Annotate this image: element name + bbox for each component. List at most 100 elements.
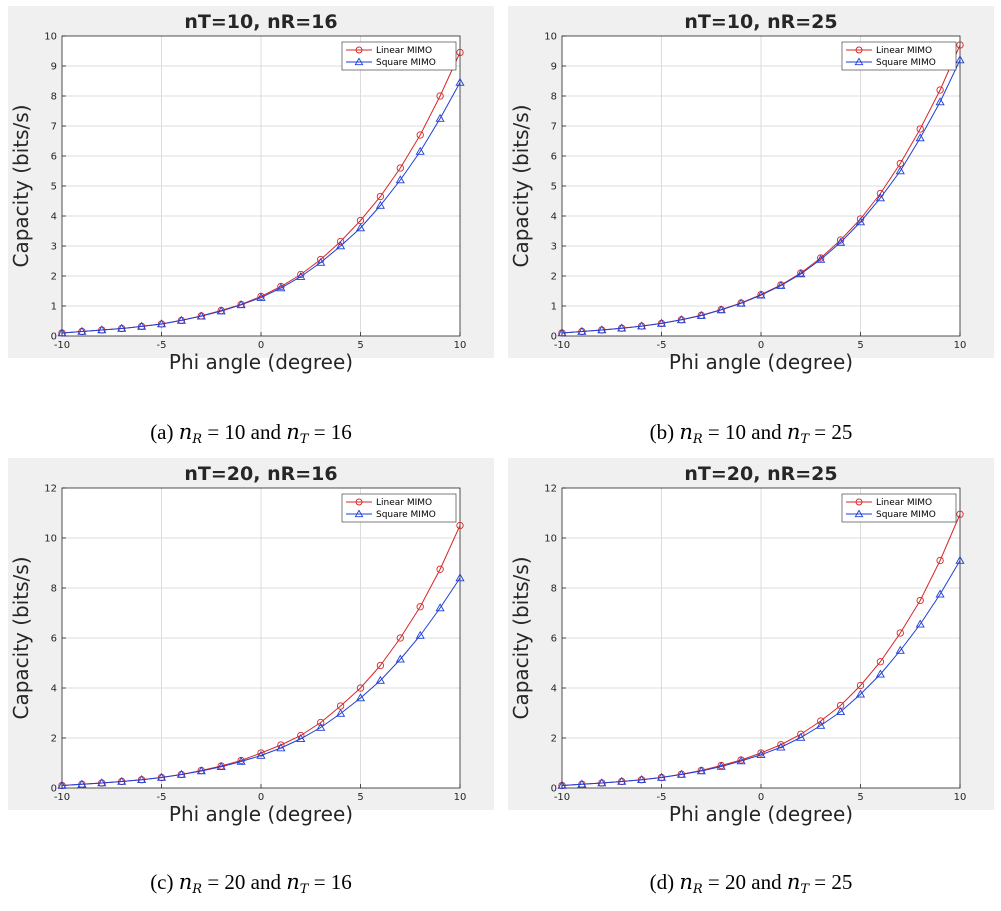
caption-var: n bbox=[286, 870, 300, 894]
data-point bbox=[137, 775, 147, 784]
caption-sub: R bbox=[192, 432, 203, 447]
x-tick-label: 5 bbox=[357, 792, 363, 803]
caption-conj: and bbox=[751, 420, 782, 444]
legend-label: Linear MIMO bbox=[376, 46, 432, 56]
x-tick-label: -5 bbox=[657, 340, 667, 351]
data-point bbox=[936, 86, 944, 94]
chart-panel-d: -10 -5 0 5 10 0 2 4 6 8 10 12 nT=20, nR=25 Phi angle … bbox=[508, 458, 994, 826]
y-tick-label: 3 bbox=[51, 242, 57, 253]
data-point bbox=[955, 55, 965, 64]
data-point bbox=[935, 97, 945, 106]
y-tick-label: 9 bbox=[51, 62, 57, 73]
data-point bbox=[836, 237, 846, 246]
x-tick-label: -10 bbox=[54, 792, 70, 803]
series-line bbox=[561, 560, 961, 786]
data-point bbox=[236, 756, 246, 765]
x-axis-label: Phi angle (degree) bbox=[169, 802, 353, 826]
data-point bbox=[577, 326, 587, 335]
data-point bbox=[777, 741, 785, 749]
caption-sub: T bbox=[299, 432, 309, 447]
chart-panel-c: -10 -5 0 5 10 0 2 4 6 8 10 12 nT=20, nR=16 Phi angle … bbox=[8, 458, 494, 826]
x-tick-label: 10 bbox=[954, 340, 967, 351]
caption-var: n bbox=[786, 420, 801, 444]
y-tick-label: 2 bbox=[51, 734, 57, 745]
x-axis-label: Phi angle (degree) bbox=[169, 350, 353, 374]
legend-label: Linear MIMO bbox=[376, 498, 432, 508]
caption-value: 20 bbox=[224, 870, 246, 894]
data-point bbox=[557, 780, 567, 789]
caption-value: 25 bbox=[831, 420, 853, 444]
y-tick-label: 2 bbox=[51, 272, 57, 283]
data-point bbox=[956, 510, 964, 518]
data-point bbox=[617, 776, 627, 785]
chart-svg-d: -10 -5 0 5 10 0 2 4 6 8 10 12 nT=20, nR=25 Phi angle … bbox=[509, 463, 966, 826]
y-tick-label: 10 bbox=[544, 534, 557, 545]
data-point bbox=[355, 693, 366, 702]
data-point bbox=[415, 146, 425, 155]
data-point bbox=[597, 325, 607, 334]
data-point bbox=[57, 780, 67, 789]
legend-label: Square MIMO bbox=[376, 58, 436, 68]
data-point bbox=[296, 734, 306, 743]
data-point bbox=[435, 113, 445, 122]
legend-marker bbox=[354, 509, 364, 518]
data-point bbox=[375, 675, 385, 684]
data-point bbox=[415, 630, 425, 639]
data-point bbox=[455, 573, 465, 582]
caption-label: (c) bbox=[150, 870, 174, 894]
y-tick-label: 2 bbox=[551, 734, 557, 745]
data-point bbox=[916, 125, 924, 133]
data-point bbox=[736, 756, 746, 765]
caption-conj: and bbox=[751, 870, 782, 894]
x-tick-label: -5 bbox=[657, 792, 667, 803]
caption-label: (d) bbox=[649, 870, 675, 894]
chart-svg-c: -10 -5 0 5 10 0 2 4 6 8 10 12 nT=20, nR=16 Phi angle … bbox=[9, 463, 466, 826]
series-line bbox=[61, 577, 461, 786]
data-point bbox=[256, 750, 266, 759]
data-point bbox=[915, 133, 925, 142]
data-point bbox=[716, 305, 726, 314]
data-point bbox=[855, 689, 866, 698]
legend-marker bbox=[855, 46, 863, 54]
y-tick-label: 12 bbox=[44, 484, 57, 495]
data-point bbox=[776, 742, 786, 751]
data-point bbox=[756, 750, 766, 759]
legend-marker bbox=[355, 46, 363, 54]
caption-label: (a) bbox=[150, 420, 174, 444]
data-point bbox=[696, 766, 706, 775]
data-point bbox=[617, 323, 627, 332]
legend-label: Square MIMO bbox=[376, 510, 436, 520]
x-tick-label: 5 bbox=[857, 792, 863, 803]
data-point bbox=[336, 237, 345, 246]
data-point bbox=[395, 175, 405, 184]
data-point bbox=[316, 257, 326, 266]
data-point bbox=[97, 325, 107, 334]
y-tick-label: 7 bbox=[551, 122, 557, 133]
y-tick-label: 0 bbox=[51, 784, 57, 795]
data-point bbox=[257, 749, 265, 757]
data-point bbox=[316, 722, 326, 731]
data-point bbox=[356, 684, 365, 692]
data-point bbox=[416, 603, 424, 611]
data-point bbox=[597, 778, 607, 787]
x-axis-label: Phi angle (degree) bbox=[669, 350, 853, 374]
legend-marker bbox=[854, 57, 864, 66]
data-point bbox=[276, 743, 286, 752]
x-tick-label: -10 bbox=[54, 340, 70, 351]
data-point bbox=[436, 92, 444, 100]
chart-svg-b: -10 -5 0 5 10 0 1 2 3 4 5 6 7 8 9 10 nT=10, nR=25 Phi ang… bbox=[509, 11, 967, 374]
data-point bbox=[396, 634, 404, 642]
series-line bbox=[561, 59, 961, 334]
data-point bbox=[256, 292, 266, 301]
legend-box bbox=[341, 41, 457, 71]
caption-value: 16 bbox=[330, 420, 352, 444]
data-point bbox=[376, 661, 385, 670]
x-tick-label: 10 bbox=[454, 340, 467, 351]
data-point bbox=[876, 658, 885, 666]
caption-sub: R bbox=[692, 882, 703, 897]
y-tick-label: 6 bbox=[51, 634, 57, 645]
data-point bbox=[57, 328, 67, 337]
legend-label: Linear MIMO bbox=[876, 46, 932, 56]
data-point bbox=[676, 769, 686, 778]
data-point bbox=[236, 300, 246, 309]
